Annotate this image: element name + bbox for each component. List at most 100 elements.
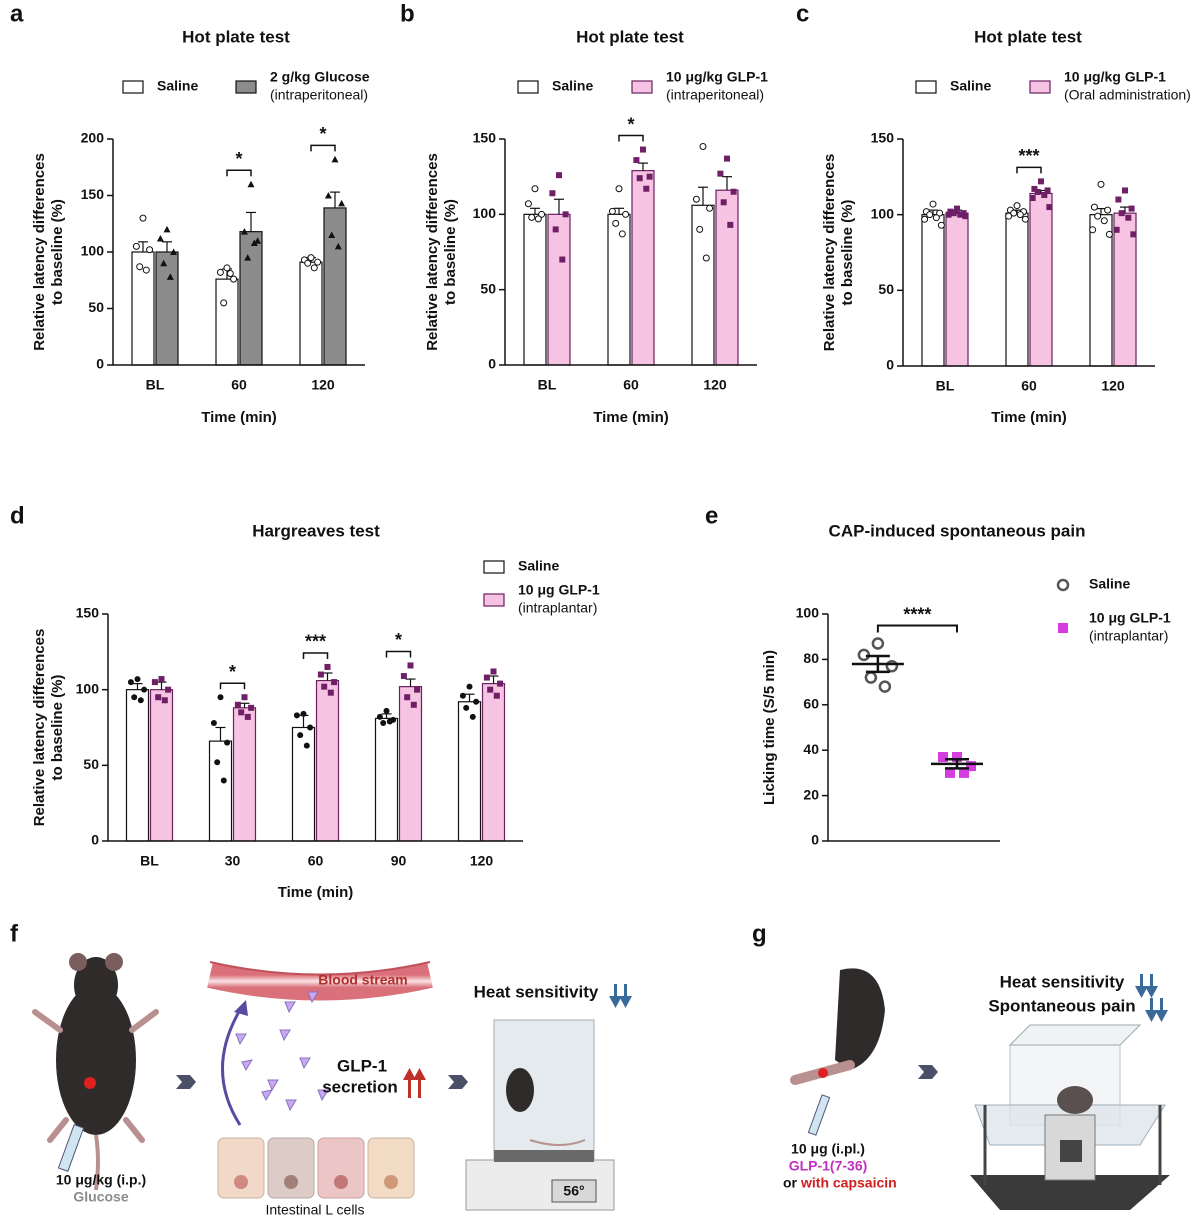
legend-swatch [1029,80,1051,94]
data-point [328,231,336,239]
sig-bracket [302,652,329,659]
data-point [1094,212,1102,220]
data-point [562,211,569,218]
data-point [338,199,346,207]
data-point [1031,185,1038,192]
dose-label: 10 μg (i.pl.) [791,1141,865,1157]
data-point [643,185,650,192]
data-point [1058,623,1068,633]
bar [374,717,399,842]
data-point [334,242,342,250]
data-point [414,686,421,693]
or-label: or [783,1175,798,1191]
legend-label: Saline [552,78,593,94]
data-point [247,180,255,188]
legend-note: (intraplantar) [518,600,597,616]
y-tick-label: 80 [803,650,819,666]
bar [125,689,150,842]
y-tick-label: 50 [88,299,104,315]
y-axis-label: Relative latency differences [31,629,48,827]
y-axis-label: to baseline (%) [49,199,66,305]
data-point [473,698,480,705]
blood-vessel [207,962,433,1001]
data-point [612,219,620,227]
data-point [878,680,892,693]
data-point [407,662,414,669]
data-point [717,170,724,177]
data-point [1044,187,1051,194]
chart-title: Hot plate test [974,27,1082,46]
data-point [1090,203,1098,211]
chart-title: Hargreaves test [252,521,380,540]
data-point [559,256,566,263]
bar [481,683,506,842]
data-point [293,712,300,719]
data-point [244,254,252,261]
data-point [962,213,969,220]
data-point [1013,202,1021,210]
data-point [248,704,255,711]
y-tick-label: 0 [488,356,496,372]
data-point [615,185,623,193]
process-label: secretion [322,1077,398,1096]
data-point [608,207,616,215]
y-tick-label: 0 [811,832,819,848]
data-point [646,173,653,180]
data-point [131,694,138,701]
y-tick-label: 150 [871,130,895,146]
data-point [139,214,147,222]
data-point [170,248,178,255]
data-point [640,146,646,153]
legend-swatch [915,80,937,94]
x-tick-label: 60 [1021,378,1037,394]
data-point [487,686,494,693]
data-point [528,213,536,221]
data-point [929,200,937,208]
sig-label: * [229,662,236,682]
data-point [1113,226,1120,233]
bar [291,726,316,842]
legend-label: Saline [1089,576,1130,592]
data-point [699,143,707,151]
x-tick-label: BL [538,377,557,393]
data-point [161,697,168,704]
x-axis-label: Time (min) [991,409,1067,426]
data-point [469,713,476,720]
data-point [1089,226,1097,234]
bar [215,278,239,366]
data-point [317,671,324,678]
arrow [918,1065,938,1079]
data-point [871,637,885,650]
bar [232,707,257,842]
data-point [324,663,331,670]
data-point [727,221,734,228]
data-point [142,266,150,274]
data-point [226,269,234,277]
y-tick-label: 100 [871,205,895,221]
data-point [304,259,312,267]
legend-swatch [631,80,653,94]
bar [398,686,423,842]
legend-label: 10 μg/kg GLP-1 [666,69,768,85]
legend-note: (Oral administration) [1064,87,1191,103]
x-tick-label: 30 [225,853,241,869]
data-point [921,215,929,223]
data-point [1034,188,1041,195]
drug-label: Glucose [73,1189,128,1205]
data-point [947,208,954,215]
panel-g: g 10 μg (i.pl.) GLP-1(7-36) or with caps… [752,920,1170,1210]
data-point [618,230,626,238]
data-point [706,204,714,212]
panel-letter: b [400,0,415,27]
data-point [534,215,542,223]
data-point [210,719,217,726]
data-point [1056,578,1070,592]
bar [315,679,340,842]
data-point [250,239,258,246]
data-point [331,679,338,686]
data-point [136,263,144,271]
chart-title: CAP-induced spontaneous pain [829,521,1086,540]
data-point [463,704,470,711]
data-point [1041,191,1048,198]
y-tick-label: 50 [83,756,99,772]
